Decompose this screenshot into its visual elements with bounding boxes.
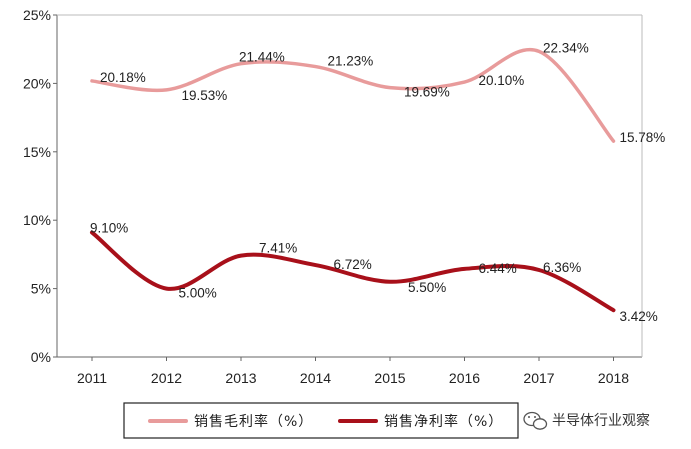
legend-label-gross: 销售毛利率（%） xyxy=(194,413,313,430)
series-line-gross-margin xyxy=(90,47,616,143)
x-tick-label: 2014 xyxy=(300,370,331,386)
data-label: 19.69% xyxy=(404,85,450,100)
data-label: 20.10% xyxy=(479,73,525,88)
legend: 销售毛利率（%） 销售净利率（%） xyxy=(123,402,519,439)
y-tick-label: 15% xyxy=(23,144,51,160)
series-line-net-margin xyxy=(90,230,616,313)
x-tick-label: 2015 xyxy=(374,370,405,386)
data-label: 22.34% xyxy=(543,40,589,55)
data-labels: 20.18% 19.53% 21.44% 21.23% 19.69% 20.10% 22.3… xyxy=(90,40,665,324)
x-tick-label: 2017 xyxy=(523,370,554,386)
y-tick-label: 10% xyxy=(23,212,51,228)
data-label: 21.44% xyxy=(239,50,285,65)
watermark: 半导体行业观察 xyxy=(523,411,650,430)
x-tick-label: 2012 xyxy=(151,370,182,386)
data-label: 20.18% xyxy=(100,70,146,85)
x-tick-label: 2013 xyxy=(225,370,256,386)
data-label: 19.53% xyxy=(182,88,228,103)
legend-box xyxy=(123,402,519,439)
series-lines xyxy=(90,47,616,313)
axes xyxy=(56,14,643,358)
x-tick-label: 2018 xyxy=(598,370,629,386)
data-label: 7.41% xyxy=(259,241,297,256)
y-tick-labels: 0% 5% 10% 15% 20% 25% xyxy=(23,7,57,365)
data-label: 15.78% xyxy=(620,130,666,145)
legend-label-net: 销售净利率（%） xyxy=(384,413,503,430)
y-tick-label: 0% xyxy=(31,349,51,365)
x-tick-label: 2016 xyxy=(449,370,480,386)
data-label: 9.10% xyxy=(90,221,128,236)
data-label: 6.44% xyxy=(479,261,517,276)
data-label: 21.23% xyxy=(328,54,374,69)
data-label: 6.36% xyxy=(543,260,581,275)
x-tick-label: 2011 xyxy=(77,370,107,386)
data-label: 5.00% xyxy=(179,286,217,301)
wechat-icon xyxy=(523,411,548,430)
x-tick-labels: 2011 2012 2013 2014 2015 2016 2017 2018 xyxy=(77,357,629,386)
watermark-text: 半导体行业观察 xyxy=(552,412,650,429)
y-tick-label: 5% xyxy=(31,281,51,297)
data-label: 3.42% xyxy=(620,309,658,324)
y-tick-label: 25% xyxy=(23,7,51,23)
data-label: 5.50% xyxy=(408,280,446,295)
data-label: 6.72% xyxy=(334,257,372,272)
y-tick-label: 20% xyxy=(23,75,51,91)
